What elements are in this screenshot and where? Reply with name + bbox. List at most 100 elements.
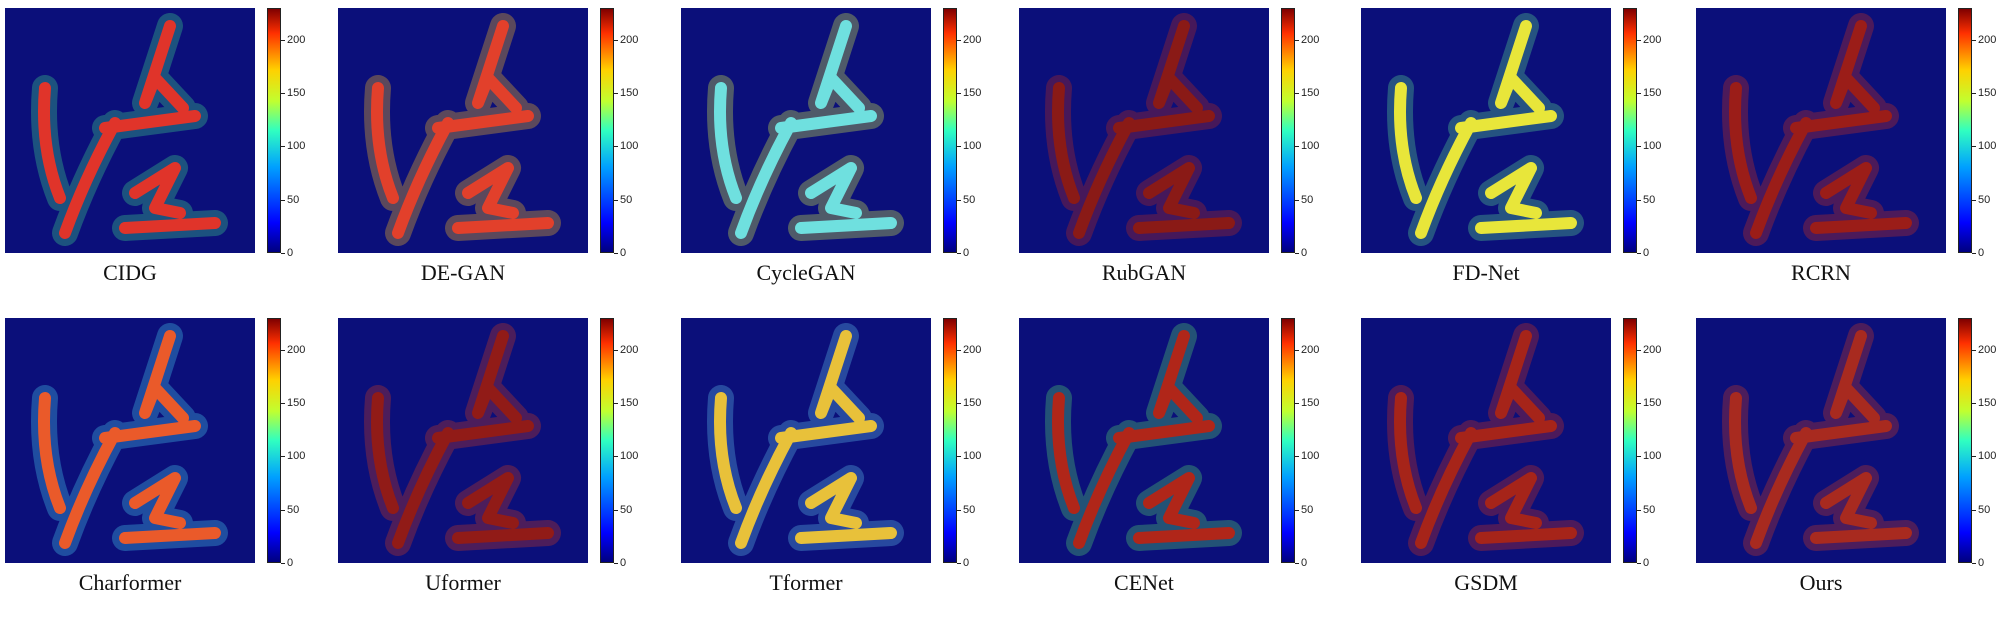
colorbar-tick-label: 0 <box>287 247 294 259</box>
method-label: Ours <box>1799 570 1843 595</box>
colorbar-tick-mark <box>1972 253 1976 254</box>
colorbar-tick-mark <box>957 146 961 147</box>
colorbar-tick-mark <box>1972 510 1976 511</box>
heatmap-image <box>681 318 931 563</box>
colorbar-tick-mark <box>1295 40 1299 41</box>
colorbar-tick-label: 150 <box>1643 397 1662 409</box>
colorbar-tick-label: 0 <box>620 247 627 259</box>
colorbar-tick-label: 0 <box>963 557 970 569</box>
colorbar-tick-label: 100 <box>287 140 306 152</box>
colorbar-tick-label: 50 <box>287 504 300 516</box>
colorbar <box>1623 8 1637 253</box>
colorbar <box>943 8 957 253</box>
colorbar-tick-mark <box>281 40 285 41</box>
colorbar-tick-label: 150 <box>963 397 982 409</box>
heatmap-image <box>338 8 588 253</box>
colorbar-tick-label: 200 <box>620 344 639 356</box>
colorbar-tick-mark <box>957 403 961 404</box>
colorbar-tick-mark <box>1637 403 1641 404</box>
heatmap-image <box>1019 318 1269 563</box>
colorbar-tick-mark <box>957 253 961 254</box>
method-panel: RubGAN 0 50 100 150 200 <box>1019 8 1339 308</box>
colorbar-tick-label: 50 <box>1978 194 1991 206</box>
colorbar-tick-label: 50 <box>963 504 976 516</box>
colorbar-tick-label: 50 <box>963 194 976 206</box>
colorbar-tick-label: 200 <box>620 34 639 46</box>
colorbar-tick-mark <box>1972 456 1976 457</box>
colorbar-tick-label: 50 <box>1301 504 1314 516</box>
colorbar-tick-mark <box>614 403 618 404</box>
heatmap-image <box>681 8 931 253</box>
method-label: RubGAN <box>1101 260 1187 285</box>
colorbar-tick-mark <box>614 563 618 564</box>
method-panel: Charformer 0 50 100 150 200 <box>5 318 325 618</box>
colorbar-tick-mark <box>1295 200 1299 201</box>
colorbar-tick-mark <box>281 253 285 254</box>
method-label: CENet <box>1114 570 1174 595</box>
colorbar-tick-label: 50 <box>1301 194 1314 206</box>
heatmap-image <box>338 318 588 563</box>
colorbar-tick-label: 0 <box>1978 557 1985 569</box>
colorbar-tick-label: 200 <box>287 344 306 356</box>
colorbar-tick-mark <box>281 403 285 404</box>
colorbar-tick-mark <box>614 253 618 254</box>
colorbar <box>1958 318 1972 563</box>
colorbar-tick-mark <box>1295 563 1299 564</box>
colorbar-tick-mark <box>1295 146 1299 147</box>
method-panel: FD-Net 0 50 100 150 200 <box>1361 8 1681 308</box>
colorbar <box>1958 8 1972 253</box>
colorbar-tick-mark <box>1972 563 1976 564</box>
method-panel: RCRN 0 50 100 150 200 <box>1696 8 2000 308</box>
colorbar-tick-label: 200 <box>963 344 982 356</box>
colorbar-tick-mark <box>614 456 618 457</box>
colorbar-tick-mark <box>957 200 961 201</box>
colorbar-tick-label: 0 <box>1978 247 1985 259</box>
colorbar-tick-mark <box>1972 350 1976 351</box>
colorbar-tick-label: 0 <box>1301 247 1308 259</box>
colorbar-tick-label: 0 <box>287 557 294 569</box>
colorbar-tick-label: 100 <box>1978 140 1997 152</box>
method-panel: CycleGAN 0 50 100 150 200 <box>681 8 1001 308</box>
colorbar-tick-mark <box>614 146 618 147</box>
method-label: GSDM <box>1454 570 1518 595</box>
colorbar-tick-label: 0 <box>1643 557 1650 569</box>
colorbar-tick-mark <box>1295 456 1299 457</box>
colorbar-tick-label: 200 <box>1643 34 1662 46</box>
colorbar-tick-label: 200 <box>1978 34 1997 46</box>
colorbar-tick-mark <box>281 146 285 147</box>
colorbar <box>600 8 614 253</box>
heatmap-image <box>1019 8 1269 253</box>
colorbar-tick-label: 150 <box>963 87 982 99</box>
colorbar-tick-mark <box>1637 510 1641 511</box>
colorbar-tick-mark <box>1972 146 1976 147</box>
colorbar-tick-mark <box>1972 200 1976 201</box>
colorbar-tick-mark <box>281 563 285 564</box>
colorbar-tick-label: 200 <box>1643 344 1662 356</box>
colorbar-tick-label: 100 <box>963 140 982 152</box>
colorbar-tick-label: 100 <box>1643 450 1662 462</box>
colorbar-tick-mark <box>1637 456 1641 457</box>
colorbar-tick-mark <box>614 510 618 511</box>
heatmap-image <box>1361 318 1611 563</box>
colorbar-tick-label: 150 <box>1643 87 1662 99</box>
colorbar-tick-label: 150 <box>1301 87 1320 99</box>
colorbar-tick-label: 150 <box>1301 397 1320 409</box>
method-panel: Uformer 0 50 100 150 200 <box>338 318 658 618</box>
heatmap-image <box>1696 318 1946 563</box>
method-panel: Ours 0 50 100 150 200 <box>1696 318 2000 618</box>
colorbar-tick-label: 150 <box>620 87 639 99</box>
colorbar-tick-label: 0 <box>1643 247 1650 259</box>
method-label: FD-Net <box>1452 260 1520 285</box>
colorbar-tick-label: 150 <box>1978 397 1997 409</box>
colorbar <box>600 318 614 563</box>
colorbar <box>943 318 957 563</box>
colorbar-tick-mark <box>957 40 961 41</box>
colorbar-tick-mark <box>614 350 618 351</box>
heatmap-image <box>5 318 255 563</box>
colorbar-tick-mark <box>281 510 285 511</box>
colorbar-tick-mark <box>1637 93 1641 94</box>
colorbar-tick-mark <box>1637 350 1641 351</box>
colorbar-tick-label: 50 <box>1643 504 1656 516</box>
colorbar-tick-mark <box>957 350 961 351</box>
colorbar-tick-label: 100 <box>287 450 306 462</box>
